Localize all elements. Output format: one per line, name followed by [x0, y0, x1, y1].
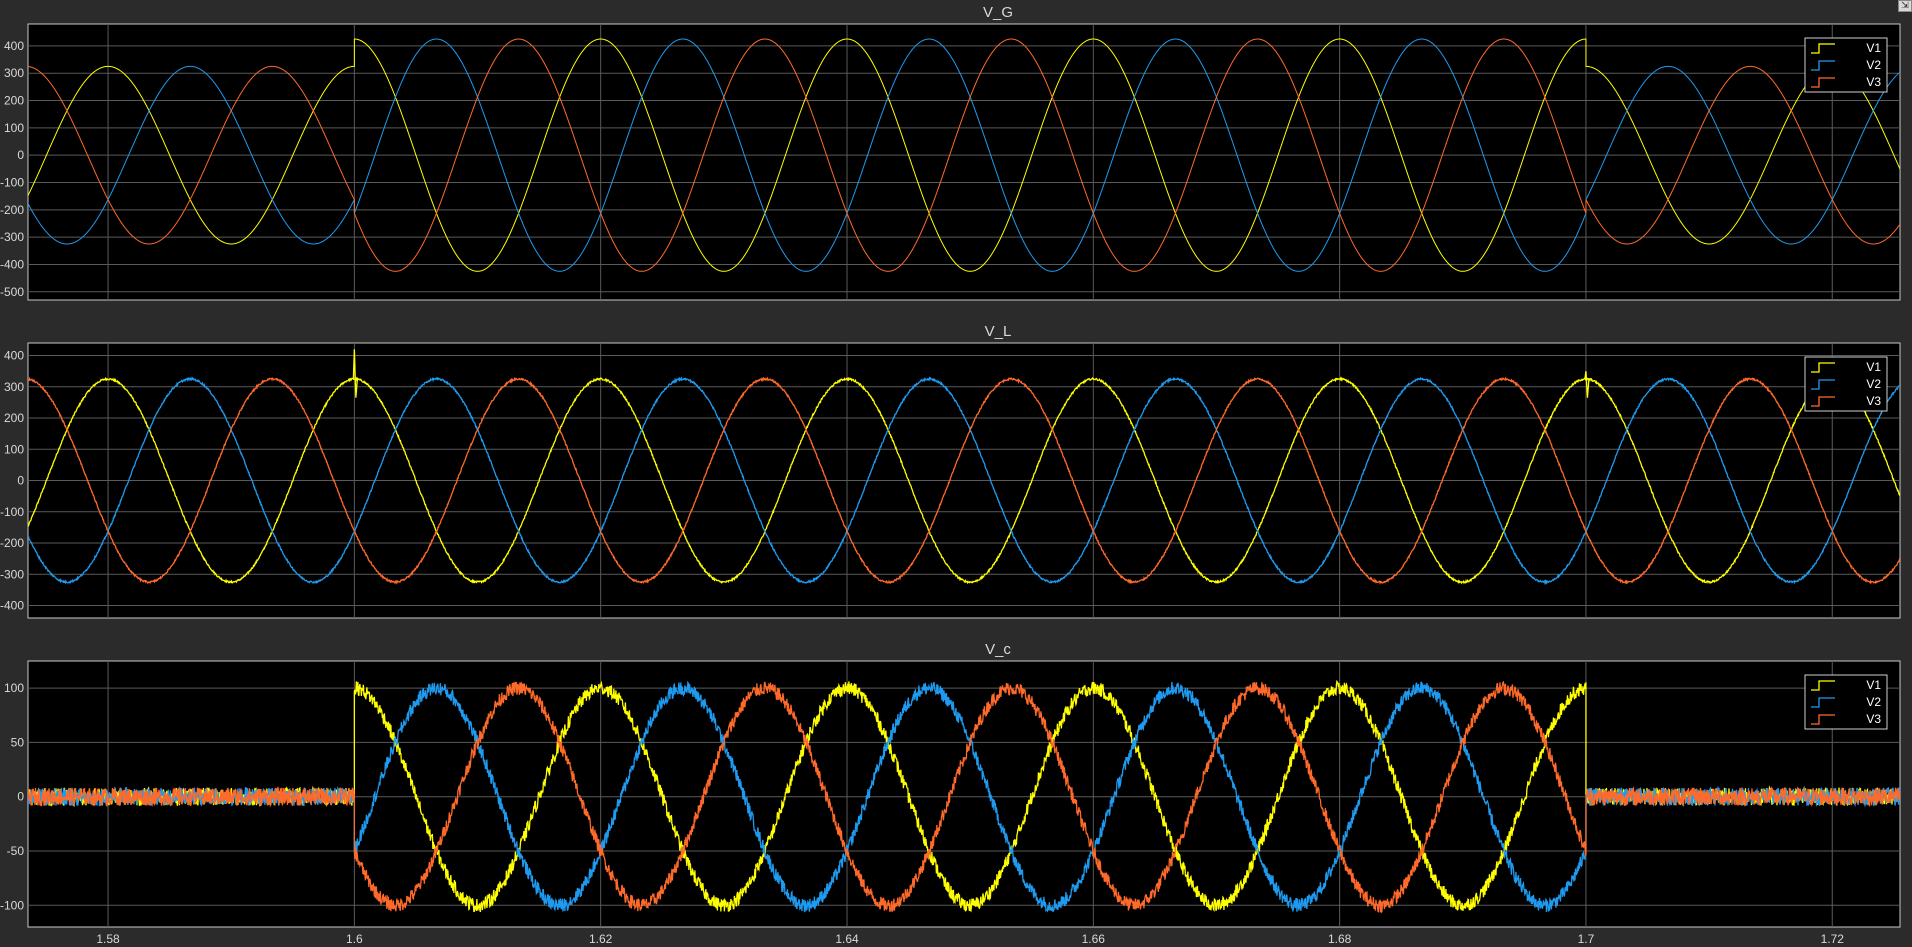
x-tick-label: 1.6	[346, 932, 363, 946]
x-tick-label: 1.7	[1578, 932, 1595, 946]
legend-label: V2	[1866, 377, 1881, 391]
legend-swatch	[1811, 60, 1835, 71]
y-tick-label: -50	[7, 844, 25, 858]
legend-swatch	[1811, 396, 1835, 407]
legend-swatch	[1811, 680, 1835, 691]
legend-label: V1	[1866, 360, 1881, 374]
x-tick-label: 1.72	[1821, 932, 1845, 946]
x-tick-label: 1.66	[1082, 932, 1106, 946]
panel-v_g: V_G 400 300 200 100 0 -100 -200 -300 -400 -500 V1 V2…	[0, 4, 1901, 301]
y-tick-label: 100	[4, 442, 24, 456]
series-v1-line	[28, 376, 1900, 585]
legend[interactable]: V1 V2 V3	[1804, 356, 1888, 412]
legend-swatch	[1811, 43, 1835, 54]
y-tick-label: 50	[11, 735, 25, 749]
x-tick-label: 1.64	[835, 932, 859, 946]
y-tick-label: 300	[4, 66, 24, 80]
chart-title: V_G	[983, 4, 1013, 21]
y-tick-label: -400	[0, 257, 24, 271]
y-tick-label: 0	[17, 474, 24, 488]
legend[interactable]: V1 V2 V3	[1804, 37, 1888, 93]
legend-label: V2	[1866, 695, 1881, 709]
y-tick-label: 0	[17, 790, 24, 804]
legend-label: V3	[1866, 712, 1881, 726]
chart-title: V_L	[985, 323, 1012, 340]
y-tick-label: -200	[0, 203, 24, 217]
legend-label: V3	[1866, 394, 1881, 408]
y-tick-label: 200	[4, 411, 24, 425]
series-v3-line	[28, 376, 1900, 585]
panel-v_c: V_c 100 50 0 -50 -100 1.58 1.6 1.62 1.64 1.66 1.68 1…	[0, 641, 1901, 946]
panel-v_l: V_L 400 300 200 100 0 -100 -200 -300 -400 V1 V2 V3	[0, 323, 1901, 619]
y-tick-label: 400	[4, 349, 24, 363]
y-tick-label: 100	[4, 681, 24, 695]
axes-area[interactable]	[27, 23, 1901, 301]
y-tick-label: 200	[4, 94, 24, 108]
chart-title: V_c	[985, 641, 1011, 658]
series-v2-line	[28, 376, 1900, 586]
x-tick-label: 1.62	[589, 932, 613, 946]
y-tick-label: 300	[4, 380, 24, 394]
series-v3-line	[28, 38, 1900, 272]
y-tick-label: -100	[0, 898, 24, 912]
x-tick-label: 1.68	[1328, 932, 1352, 946]
legend-swatch	[1811, 77, 1835, 88]
legend-label: V1	[1866, 678, 1881, 692]
legend-swatch	[1811, 379, 1835, 390]
legend-swatch	[1811, 697, 1835, 708]
y-tick-label: -400	[0, 599, 24, 613]
y-tick-label: -300	[0, 567, 24, 581]
y-tick-label: -100	[0, 175, 24, 189]
transient-spike	[352, 349, 359, 398]
legend[interactable]: V1 V2 V3	[1804, 674, 1888, 730]
legend-label: V1	[1866, 41, 1881, 55]
series-v3-line	[28, 680, 1900, 914]
legend-swatch	[1811, 362, 1835, 373]
y-tick-label: -500	[0, 285, 24, 299]
series-v2-line	[28, 38, 1900, 272]
y-tick-label: 100	[4, 121, 24, 135]
x-tick-label: 1.58	[96, 932, 120, 946]
y-tick-label: 0	[17, 148, 24, 162]
legend-label: V3	[1866, 75, 1881, 89]
y-tick-label: -300	[0, 230, 24, 244]
undock-icon[interactable]: ⇲	[1898, 0, 1912, 12]
series-v1-line	[28, 38, 1900, 272]
y-tick-label: -100	[0, 505, 24, 519]
y-tick-label: -200	[0, 536, 24, 550]
y-tick-label: 400	[4, 39, 24, 53]
legend-label: V2	[1866, 58, 1881, 72]
legend-swatch	[1811, 714, 1835, 725]
transient-spike	[1584, 371, 1590, 398]
